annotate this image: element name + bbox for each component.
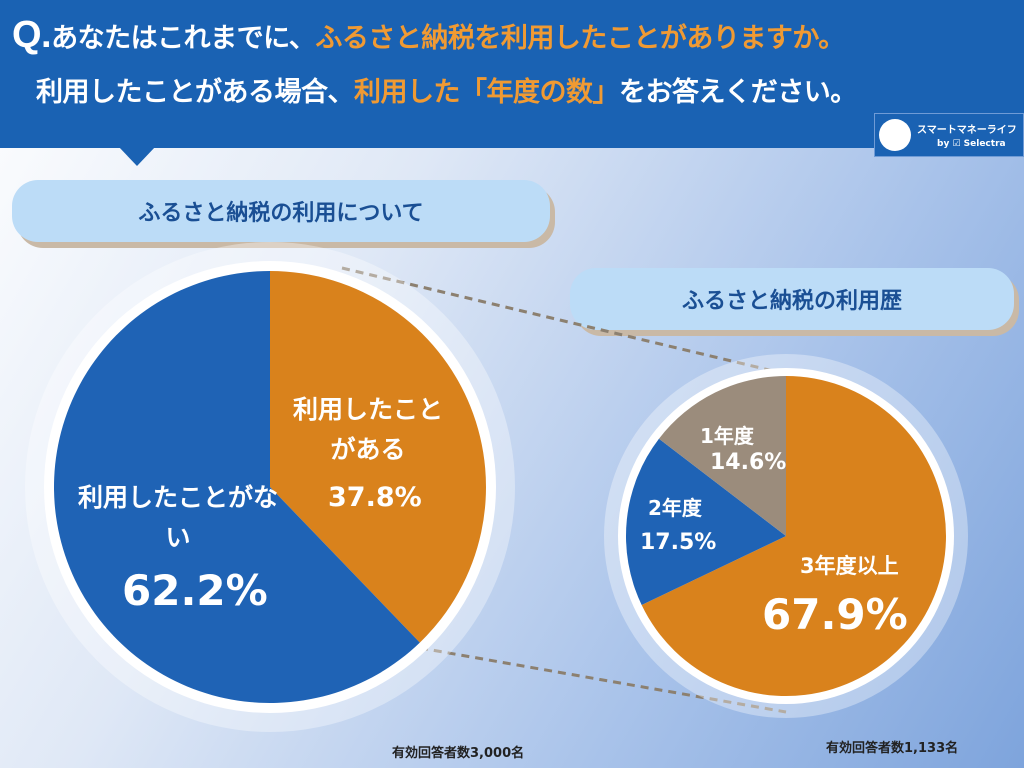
right-sample-size: 有効回答者数1,133名 [826,741,959,756]
slice-label-2: 2年度 [648,496,702,520]
text: をお答えください。 [619,77,857,108]
pie-slice-1-2 [658,376,786,536]
q-mark: Q. [12,14,52,56]
slice-value-2: 17.5% [640,530,717,555]
connector-line-top [341,266,787,376]
right-chart-title: ふるさと納税の利用歴 [570,268,1014,330]
text: 利用したことがある場合、 [36,77,355,108]
left-chart-title: ふるさと納税の利用について [12,180,550,242]
highlight-text: ふるさと納税を利用したことがありますか。 [315,23,845,54]
category: 利用したことがある [292,395,443,464]
left-sample-size: 有効回答者数3,000名 [392,746,525,761]
category: 利用したことがない [78,483,279,552]
header-pointer [118,146,156,166]
highlight-text: 利用した「年度の数」 [354,77,620,108]
piggy-bank-icon [879,119,911,151]
slice-label-not-used: 利用したことがない [78,478,278,558]
slice-label-1: 1年度 [700,424,754,448]
slice-label-3plus: 3年度以上 [800,554,899,578]
text: あなたはこれまでに、 [51,23,316,54]
brand: Selectra [963,139,1006,149]
slice-value-used: 37.8% [328,482,422,513]
pie-slice-1-0 [641,376,946,697]
by: by [937,139,950,149]
question-line-1: Q.あなたはこれまでに、ふるさと納税を利用したことがありますか。 [12,14,845,57]
connector-line-bottom [419,646,787,714]
pie-slice-1-1 [626,438,786,606]
slice-value-3plus: 67.9% [762,590,908,639]
pie-slice-0-1 [53,271,420,703]
slice-value-1: 14.6% [710,450,787,475]
logo-byline: by ☑ Selectra [937,139,1006,149]
question-line-2: 利用したことがある場合、利用した「年度の数」をお答えください。 [36,70,857,109]
logo-name: スマートマネーライフ [917,125,1017,136]
slice-label-used: 利用したことがある [288,390,448,470]
slice-value-not-used: 62.2% [122,566,268,615]
header: Q.あなたはこれまでに、ふるさと納税を利用したことがありますか。 利用したことが… [0,0,1024,157]
pie-slice-0-0 [270,271,486,643]
